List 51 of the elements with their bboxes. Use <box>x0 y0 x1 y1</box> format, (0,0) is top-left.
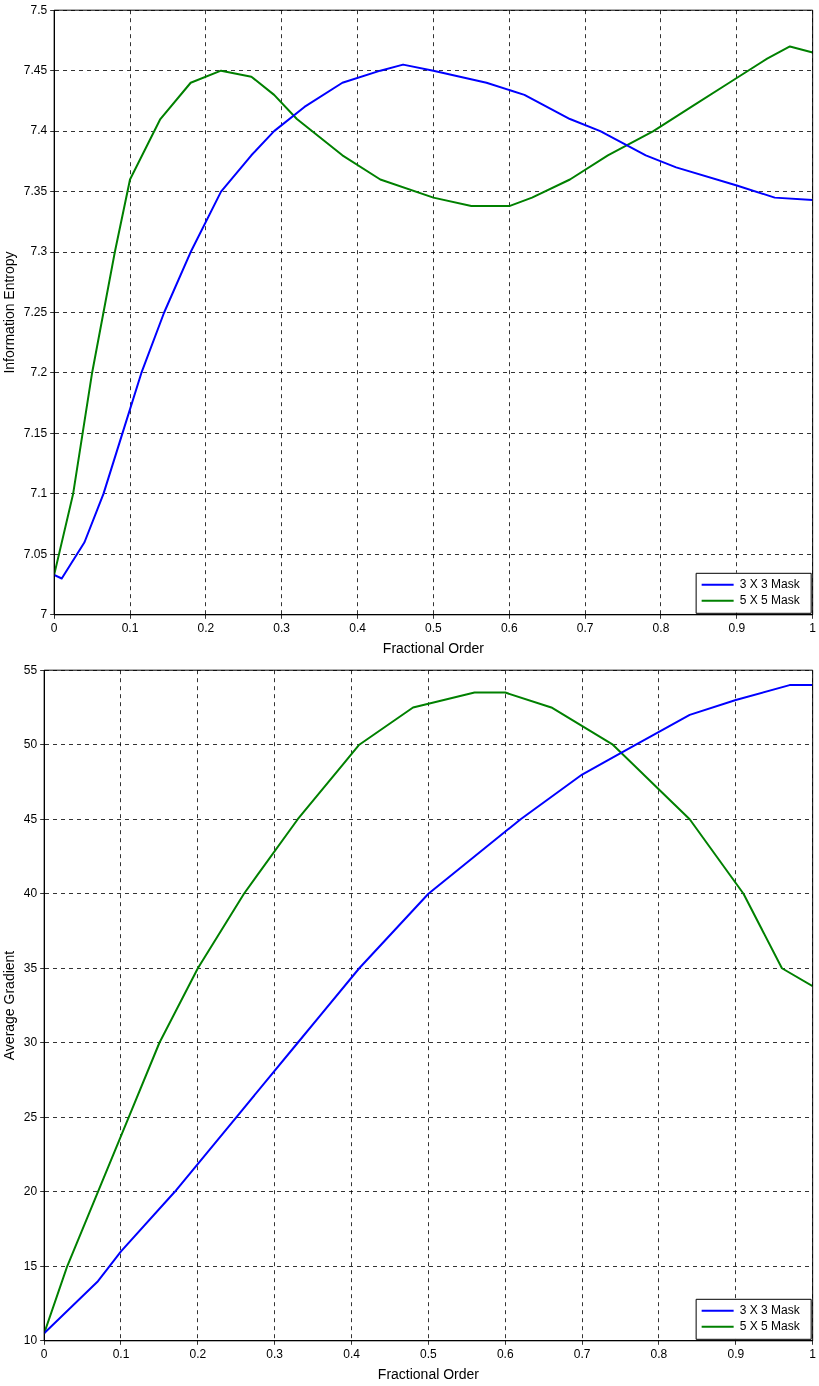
y-tick-label: 7 <box>40 607 48 622</box>
x-tick-label: 0.7 <box>573 1347 591 1362</box>
x-axis-title: Fractional Order <box>382 640 485 657</box>
y-tick-label: 7.1 <box>30 486 48 501</box>
y-tick-label: 7.4 <box>30 123 48 138</box>
y-tick-label: 25 <box>23 1109 38 1124</box>
x-tick-label: 0.6 <box>496 1347 514 1362</box>
x-tick-label: 0.7 <box>576 621 594 636</box>
y-tick-label: 40 <box>23 886 38 901</box>
x-tick-label: 0.6 <box>500 621 518 636</box>
y-tick-label: 7.5 <box>30 2 48 17</box>
y-tick-label: 50 <box>23 737 38 752</box>
x-tick-label: 0.2 <box>197 621 215 636</box>
y-tick-label: 7.25 <box>23 304 48 319</box>
y-tick-label: 15 <box>23 1258 38 1273</box>
x-tick-label: 0.8 <box>652 621 670 636</box>
y-tick-label: 7.05 <box>23 546 48 561</box>
x-tick-label: 0.1 <box>112 1347 130 1362</box>
x-tick-label: 1 <box>809 621 817 636</box>
y-tick-label: 30 <box>23 1035 38 1050</box>
x-tick-label: 0.2 <box>189 1347 207 1362</box>
x-tick-label: 0.3 <box>273 621 291 636</box>
legend-label: 3 X 3 Mask <box>739 577 801 592</box>
x-tick-label: 0.4 <box>349 621 367 636</box>
x-tick-label: 0 <box>40 1347 48 1362</box>
x-tick-label: 1 <box>809 1347 817 1362</box>
x-tick-label: 0.9 <box>728 621 746 636</box>
x-tick-label: 0.1 <box>121 621 139 636</box>
y-axis-title: Average Gradient <box>1 950 18 1061</box>
x-tick-label: 0.5 <box>425 621 443 636</box>
y-tick-label: 45 <box>23 811 38 826</box>
x-axis-title: Fractional Order <box>377 1366 480 1383</box>
legend-label: 5 X 5 Mask <box>739 593 801 608</box>
y-tick-label: 20 <box>23 1184 38 1199</box>
x-tick-label: 0.3 <box>266 1347 284 1362</box>
x-tick-label: 0 <box>50 621 58 636</box>
x-tick-label: 0.8 <box>650 1347 668 1362</box>
y-tick-label: 35 <box>23 960 38 975</box>
x-tick-label: 0.5 <box>420 1347 438 1362</box>
y-tick-label: 7.3 <box>30 244 48 259</box>
y-axis-title: Information Entropy <box>1 251 18 374</box>
x-tick-label: 0.9 <box>727 1347 745 1362</box>
y-tick-label: 7.2 <box>30 365 48 380</box>
legend-label: 5 X 5 Mask <box>739 1319 801 1334</box>
y-tick-label: 7.45 <box>23 62 48 77</box>
y-tick-label: 7.35 <box>23 183 48 198</box>
y-tick-label: 10 <box>23 1333 38 1348</box>
x-tick-label: 0.4 <box>343 1347 361 1362</box>
legend-label: 3 X 3 Mask <box>739 1303 801 1318</box>
y-tick-label: 7.15 <box>23 425 48 440</box>
y-tick-label: 55 <box>23 662 38 677</box>
